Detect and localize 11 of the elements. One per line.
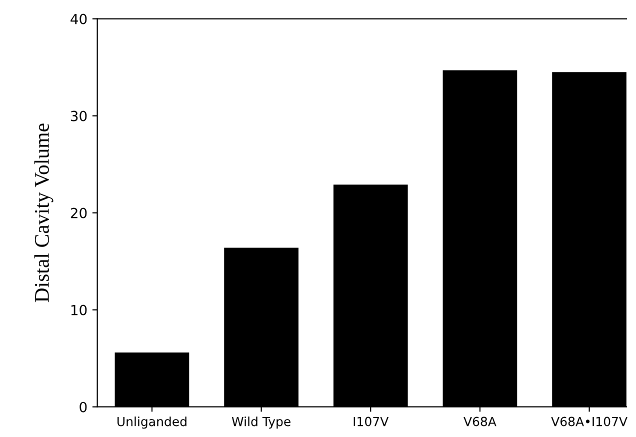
- x-tick-label: V68A•I107V: [551, 416, 628, 426]
- y-tick-label: 30: [70, 110, 87, 122]
- y-tick-label: 20: [70, 208, 87, 218]
- x-tick-label: V68A: [464, 416, 496, 426]
- y-tick-label: 0: [80, 402, 87, 412]
- y-tick-label: 40: [70, 14, 87, 24]
- x-tick-label: Wild Type: [232, 416, 290, 429]
- y-tick-label: 10: [71, 304, 87, 316]
- x-tick-label: I107V: [354, 416, 389, 426]
- x-tick-label: Unliganded: [118, 416, 186, 429]
- y-axis-title: Distal Cavity Volume: [34, 124, 54, 302]
